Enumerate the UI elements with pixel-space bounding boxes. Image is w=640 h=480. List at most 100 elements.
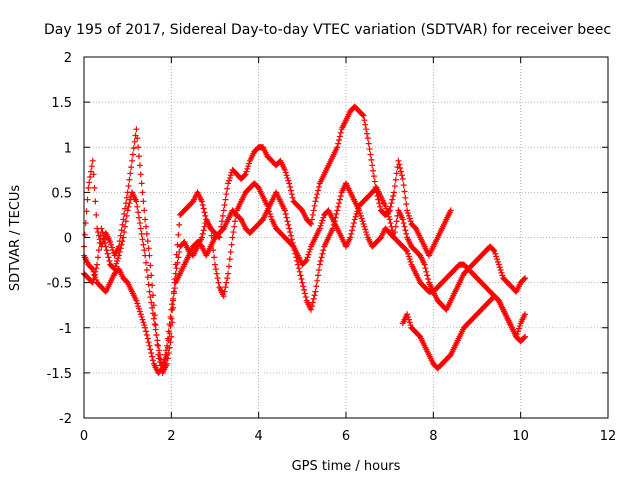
data-point <box>356 207 363 214</box>
data-point <box>304 254 311 261</box>
data-point <box>123 212 130 219</box>
data-point <box>404 207 411 214</box>
data-point <box>208 232 215 239</box>
data-point <box>370 173 377 180</box>
data-point <box>144 274 151 281</box>
data-point <box>384 208 391 215</box>
data-point <box>405 250 412 257</box>
y-tick-label: 1.5 <box>51 96 72 111</box>
data-point <box>494 258 501 265</box>
data-point <box>219 212 226 219</box>
data-point <box>134 135 141 142</box>
data-point <box>384 211 391 218</box>
data-point <box>147 346 154 353</box>
data-point <box>124 207 131 214</box>
data-point <box>225 270 232 277</box>
data-point <box>147 294 154 301</box>
data-point <box>313 283 320 290</box>
data-point <box>159 365 166 372</box>
data-point <box>492 250 499 257</box>
data-point <box>347 234 354 241</box>
data-point <box>291 247 298 254</box>
data-point <box>424 272 431 279</box>
data-point <box>105 254 112 261</box>
data-point <box>88 265 95 272</box>
data-point <box>421 261 428 268</box>
data-point <box>169 301 176 308</box>
data-point <box>175 231 182 238</box>
data-point <box>447 207 454 214</box>
data-point <box>227 172 234 179</box>
data-point <box>143 230 150 237</box>
data-point <box>126 176 133 183</box>
data-point <box>521 276 528 283</box>
data-point <box>242 171 249 178</box>
data-point <box>308 303 315 310</box>
data-point <box>201 223 208 230</box>
data-point <box>364 135 371 142</box>
data-point <box>498 269 505 276</box>
data-point <box>353 211 360 218</box>
data-point <box>167 313 174 320</box>
data-point <box>142 324 149 331</box>
data-point <box>360 220 367 227</box>
data-point <box>363 126 370 133</box>
data-point <box>222 284 229 291</box>
data-point <box>122 218 129 225</box>
data-point <box>142 252 149 259</box>
data-point <box>222 196 229 203</box>
data-point <box>175 254 182 261</box>
data-point <box>163 342 170 349</box>
data-point <box>96 239 103 246</box>
data-point <box>286 225 293 232</box>
data-point <box>145 245 152 252</box>
data-point <box>134 300 141 307</box>
data-point <box>425 276 432 283</box>
data-point <box>383 205 390 212</box>
plot-frame <box>83 56 609 419</box>
data-point <box>316 261 323 268</box>
data-point <box>165 328 172 335</box>
data-point <box>148 350 155 357</box>
data-point <box>85 184 92 191</box>
series-track-1 <box>81 103 454 376</box>
data-point <box>391 229 398 236</box>
data-point <box>162 357 169 364</box>
data-point <box>88 163 95 170</box>
data-point <box>281 166 288 173</box>
data-point <box>125 203 132 210</box>
data-point <box>91 184 98 191</box>
data-point <box>405 316 412 323</box>
data-point <box>406 319 413 326</box>
data-point <box>168 306 175 313</box>
data-point <box>113 260 120 267</box>
data-point <box>301 286 308 293</box>
data-point <box>294 261 301 268</box>
data-point <box>405 212 412 219</box>
data-point <box>118 241 125 248</box>
data-point <box>290 243 297 250</box>
data-point <box>287 183 294 190</box>
data-point <box>307 220 314 227</box>
data-point <box>522 333 529 340</box>
data-point <box>351 216 358 223</box>
data-point <box>357 212 364 219</box>
data-point <box>286 180 293 187</box>
data-point <box>362 226 369 233</box>
data-point <box>213 270 220 277</box>
data-point <box>100 232 107 239</box>
data-point <box>490 247 497 254</box>
y-tick-label: 2 <box>64 51 72 66</box>
data-point <box>319 250 326 257</box>
data-point <box>320 214 327 221</box>
data-point <box>318 220 325 227</box>
data-point <box>362 121 369 128</box>
data-point <box>131 138 138 145</box>
data-point <box>330 221 337 228</box>
data-point <box>106 257 113 264</box>
data-point <box>296 268 303 275</box>
data-point <box>336 133 343 140</box>
data-point <box>491 248 498 255</box>
data-point <box>243 168 250 175</box>
